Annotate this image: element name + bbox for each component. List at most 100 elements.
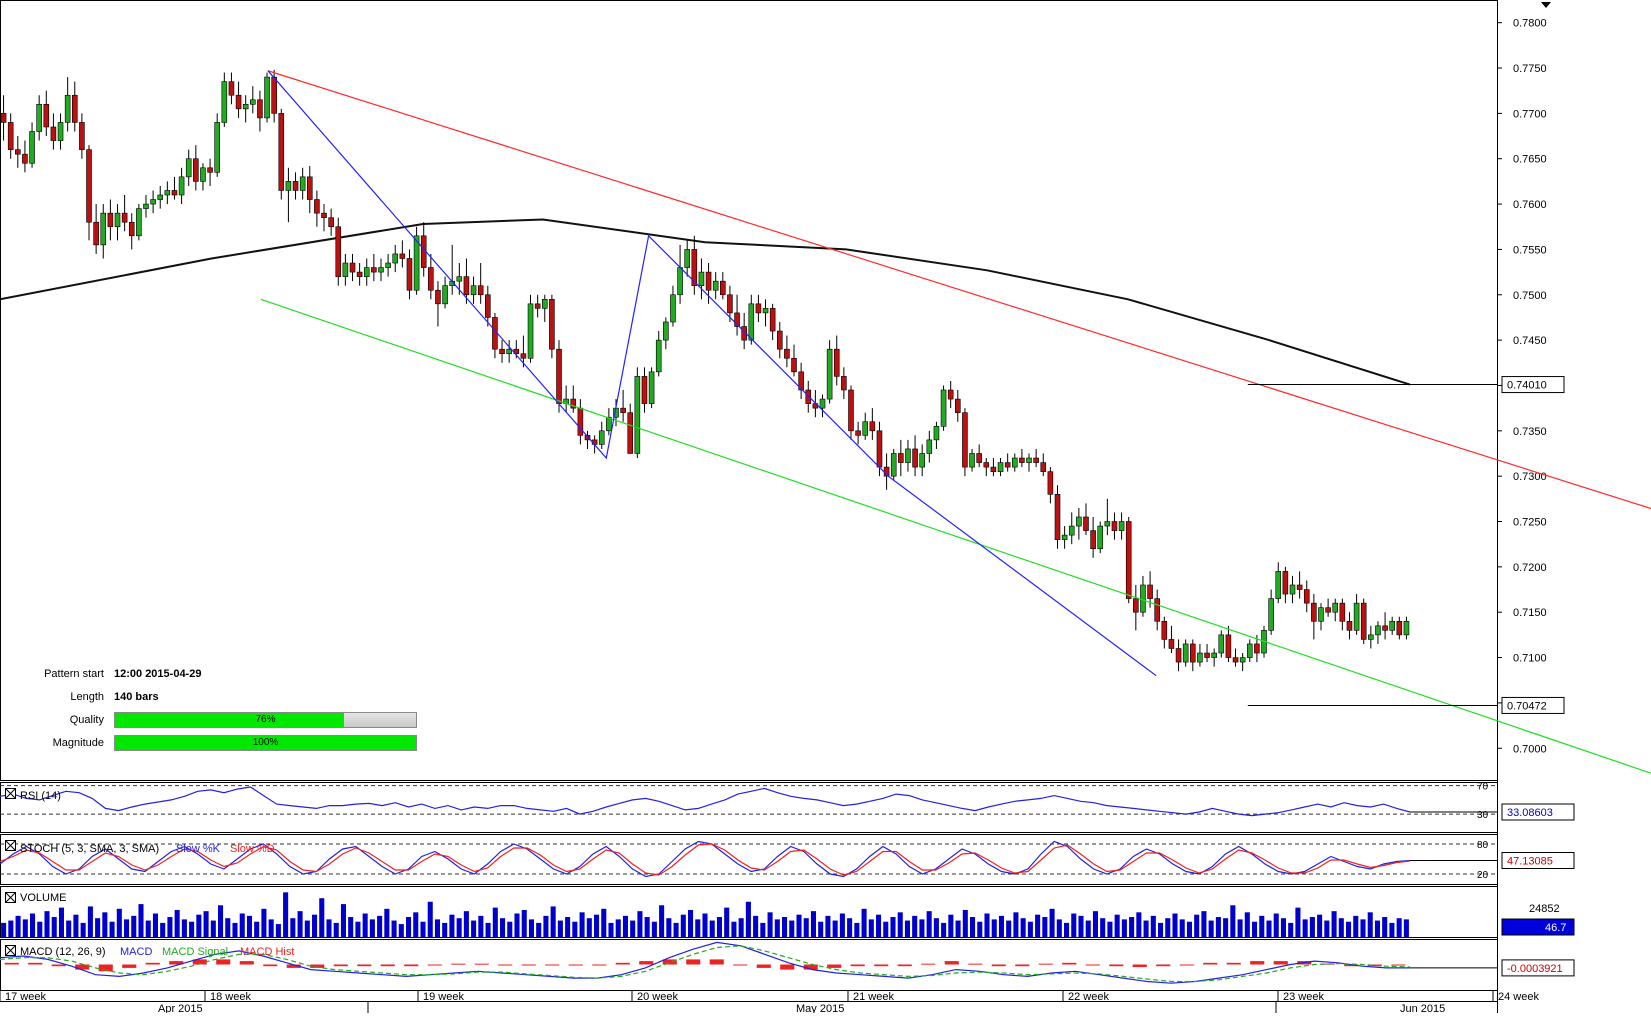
- volume-bar: [745, 901, 751, 937]
- candle: [250, 86, 256, 114]
- macd-panel: -0.0003921: [0, 941, 1575, 984]
- candle: [178, 167, 185, 205]
- candle: [1011, 453, 1018, 472]
- volume-bar: [825, 915, 831, 937]
- volume-bar: [1143, 920, 1149, 937]
- stoch-series-line: [0, 843, 1411, 876]
- macd-hist-bar: [169, 961, 184, 965]
- candle: [727, 285, 733, 322]
- candle-body: [1054, 494, 1061, 540]
- candle: [584, 430, 591, 449]
- candle: [969, 448, 975, 472]
- candle-body: [663, 321, 669, 341]
- candle: [1339, 598, 1346, 631]
- volume-bar: [203, 911, 209, 937]
- candle-body: [0, 113, 7, 123]
- volume-bar: [1158, 922, 1164, 937]
- volume-bar: [37, 921, 43, 937]
- macd-hist-bar: [1203, 962, 1218, 965]
- volume-bar: [1309, 917, 1315, 937]
- volume-bar: [434, 919, 440, 937]
- candle: [940, 385, 947, 431]
- macd-value-box: [1501, 959, 1575, 977]
- volume-bar: [839, 913, 845, 937]
- price-tick-label: 0.7550: [1513, 244, 1547, 256]
- candle-body: [193, 158, 199, 182]
- volume-bar: [406, 917, 412, 937]
- volume-bar: [254, 921, 260, 937]
- volume-bar: [210, 920, 216, 937]
- candle-body: [29, 131, 35, 164]
- volume-bar: [803, 918, 809, 937]
- candle: [563, 385, 569, 413]
- candle-body: [363, 267, 370, 277]
- candle-body: [235, 94, 242, 110]
- candle: [1019, 448, 1025, 468]
- volume-bar: [73, 914, 79, 937]
- macd-hist-bar: [897, 964, 912, 967]
- candle-body: [1197, 652, 1203, 663]
- macd-hist-bar: [1109, 964, 1124, 967]
- candle-body: [969, 453, 975, 468]
- candle: [335, 217, 342, 286]
- candle: [712, 272, 719, 300]
- candle: [7, 113, 14, 159]
- candle-body: [221, 81, 228, 123]
- macd-hist-bar: [968, 963, 983, 965]
- candle-body: [1353, 602, 1360, 631]
- volume-bar: [384, 908, 390, 937]
- candle: [698, 258, 705, 300]
- volume-bar: [1382, 917, 1388, 937]
- rsi-level-label: 30: [1477, 810, 1489, 821]
- candle: [463, 258, 470, 304]
- candle: [883, 453, 890, 490]
- candle-body: [1019, 457, 1025, 463]
- candle: [534, 294, 541, 318]
- candle: [598, 421, 605, 449]
- candle: [50, 113, 57, 150]
- candle: [1232, 648, 1239, 667]
- macd-hist-bar: [803, 964, 818, 970]
- candle: [57, 113, 64, 150]
- candle: [776, 321, 783, 359]
- candle-body: [1282, 571, 1289, 595]
- candle-body: [776, 330, 783, 350]
- volume-bar: [601, 908, 607, 937]
- volume-bar: [1360, 919, 1366, 937]
- candle-body: [1168, 639, 1175, 649]
- week-label: 17 week: [5, 991, 46, 1003]
- volume-bar: [138, 904, 144, 937]
- volume-bar: [861, 908, 867, 937]
- candle: [962, 408, 968, 477]
- volume-bar: [225, 918, 231, 937]
- candle: [363, 258, 370, 286]
- candle: [627, 403, 634, 454]
- volume-bar: [890, 917, 896, 937]
- indicator-toggle-icon: [5, 945, 16, 956]
- macd-hist-bar: [498, 964, 513, 966]
- candle-body: [1175, 648, 1182, 663]
- candle-body: [855, 430, 861, 436]
- volume-bar: [1403, 919, 1409, 937]
- volume-bar: [463, 911, 469, 937]
- price-label-box: [1501, 696, 1565, 714]
- volume-bar: [724, 907, 730, 937]
- chart-frame: [0, 0, 1551, 1013]
- candle-body: [655, 339, 662, 373]
- pattern-start-label: Pattern start: [44, 668, 104, 680]
- candle: [620, 390, 626, 422]
- volume-bar: [391, 920, 397, 937]
- price-tick-label: 0.7600: [1513, 199, 1547, 211]
- stoch-legend-k: Slow %K: [176, 843, 221, 855]
- volume-bar: [1338, 918, 1344, 937]
- volume-bar: [51, 917, 57, 937]
- month-label: Jun 2015: [1400, 1003, 1445, 1013]
- candle-body: [178, 176, 185, 196]
- candle-body: [64, 94, 71, 123]
- candle-body: [164, 190, 171, 196]
- candle-body: [328, 217, 334, 228]
- candle: [242, 95, 249, 123]
- volume-bar: [1389, 922, 1395, 937]
- volume-bar: [702, 913, 708, 937]
